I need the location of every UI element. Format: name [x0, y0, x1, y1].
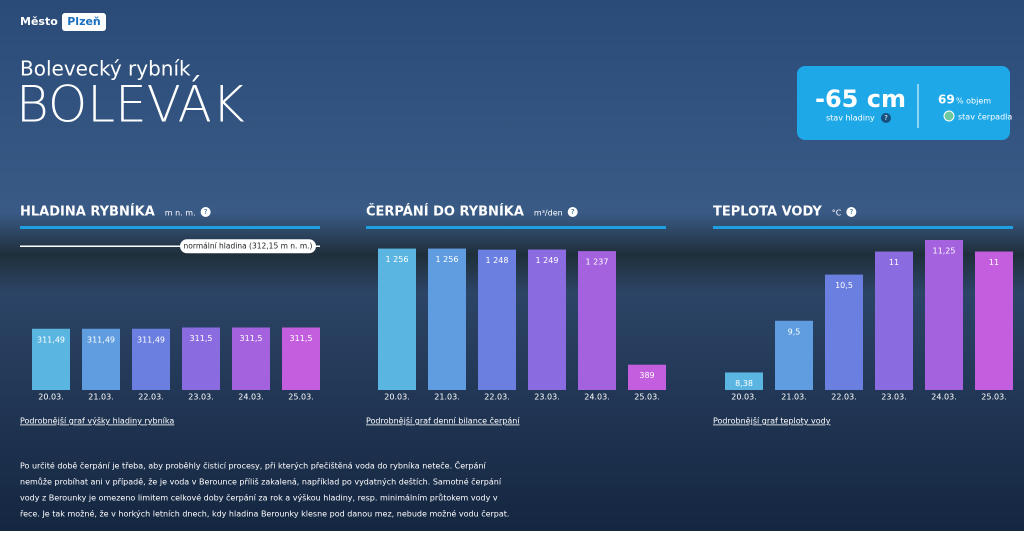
level: -65 cm [815, 85, 906, 113]
bar [925, 240, 963, 390]
value-label: 1 256 [436, 255, 459, 264]
value-label: 9,5 [788, 327, 801, 336]
reference-label: normální hladina (312,15 m n. m.) [184, 241, 313, 250]
footer-line: Po určité době čerpání je třeba, aby pro… [20, 460, 487, 471]
reference-pill [180, 239, 316, 254]
chart-unit: m n. m. [165, 209, 196, 218]
value-label: 1 248 [486, 256, 509, 265]
x-tick-label: 23.03. [881, 393, 906, 402]
help[interactable]: ? [884, 114, 888, 122]
bar [775, 320, 813, 390]
bar [428, 248, 466, 390]
bar [875, 251, 913, 390]
x-tick-label: 20.03. [384, 393, 409, 402]
x-tick-label: 25.03. [288, 393, 313, 402]
x-tick-label: 25.03. [981, 393, 1006, 402]
bar [528, 249, 566, 390]
chart-underline [713, 226, 1013, 229]
chart-underline [20, 226, 320, 229]
volume-unit: % objem [956, 97, 991, 106]
chart-title: TEPLOTA VODY [713, 205, 822, 220]
status-box [797, 66, 1010, 140]
pump-label: stav čerpadla [958, 112, 1012, 122]
chart-title: HLADINA RYBNÍKA [20, 204, 155, 220]
level-label: stav hladiny [826, 114, 875, 123]
value-label: 1 256 [386, 255, 409, 264]
chart-unit: °C [832, 209, 842, 218]
x-tick-label: 24.03. [931, 393, 956, 402]
help-icon[interactable] [200, 207, 211, 217]
bar [478, 249, 516, 390]
value-label: 311,5 [190, 334, 213, 343]
value-label: 11 [989, 258, 999, 267]
x-tick-label: 22.03. [831, 393, 856, 402]
x-tick-label: 24.03. [238, 393, 263, 402]
bar [628, 364, 666, 390]
footer-line: nemůže probíhat ani v případě, že je vod… [20, 477, 502, 487]
bar [725, 372, 763, 390]
x-tick-label: 21.03. [781, 393, 806, 402]
bar [232, 327, 270, 390]
value-label: 11,25 [933, 247, 956, 256]
x-tick-label: 23.03. [188, 393, 213, 402]
brand: Město [20, 15, 58, 28]
bar [282, 327, 320, 390]
x-tick-label: 22.03. [484, 393, 509, 402]
detail-link[interactable]: Podrobnější graf denní bilance čerpání [366, 416, 520, 426]
x-tick-label: 24.03. [584, 393, 609, 402]
chart-unit: m³/den [534, 209, 563, 218]
value-label: 1 249 [536, 256, 559, 265]
x-tick-label: 23.03. [534, 393, 559, 402]
city-badge [62, 13, 106, 31]
bar [32, 328, 70, 390]
help[interactable]: ? [571, 208, 575, 216]
value-label: 389 [639, 371, 654, 380]
chart-underline [366, 226, 666, 229]
value-label: 1 237 [586, 258, 609, 267]
footer-line: vody z Berounky je omezeno limitem celko… [20, 493, 498, 503]
value-label: 311,49 [87, 335, 115, 344]
pump-indicator [943, 110, 955, 122]
value-label: 11 [889, 258, 899, 267]
help-icon[interactable] [846, 207, 857, 217]
chart-title: ČERPÁNÍ DO RYBNÍKA [366, 204, 524, 220]
footer-line: řece. Je tak možné, že v horkých letních… [20, 509, 509, 519]
volume: 69 [938, 93, 955, 107]
help[interactable]: ? [204, 208, 208, 216]
bar [82, 328, 120, 390]
bar [378, 248, 416, 390]
title: BOLEVÁK [16, 75, 245, 134]
x-tick-label: 25.03. [634, 393, 659, 402]
bar [182, 327, 220, 390]
value-label: 311,49 [37, 335, 65, 344]
x-tick-label: 20.03. [731, 393, 756, 402]
x-tick-label: 21.03. [88, 393, 113, 402]
detail-link[interactable]: Podrobnější graf výšky hladiny rybníka [20, 416, 174, 426]
value-label: 8,38 [735, 379, 753, 388]
city: Plzeň [67, 15, 101, 28]
bar [578, 251, 616, 390]
x-tick-label: 22.03. [138, 393, 163, 402]
detail-link[interactable]: Podrobnější graf teploty vody [713, 416, 831, 426]
help-icon[interactable] [881, 113, 891, 123]
bar [975, 251, 1013, 390]
bar [132, 328, 170, 390]
value-label: 311,49 [137, 335, 165, 344]
x-tick-label: 21.03. [434, 393, 459, 402]
help-icon[interactable] [567, 207, 578, 217]
x-tick-label: 20.03. [38, 393, 63, 402]
value-label: 10,5 [835, 281, 853, 290]
bar [825, 274, 863, 390]
value-label: 311,5 [290, 334, 313, 343]
subtitle: Bolevecký rybník [20, 57, 191, 81]
value-label: 311,5 [240, 334, 263, 343]
help[interactable]: ? [849, 208, 853, 216]
